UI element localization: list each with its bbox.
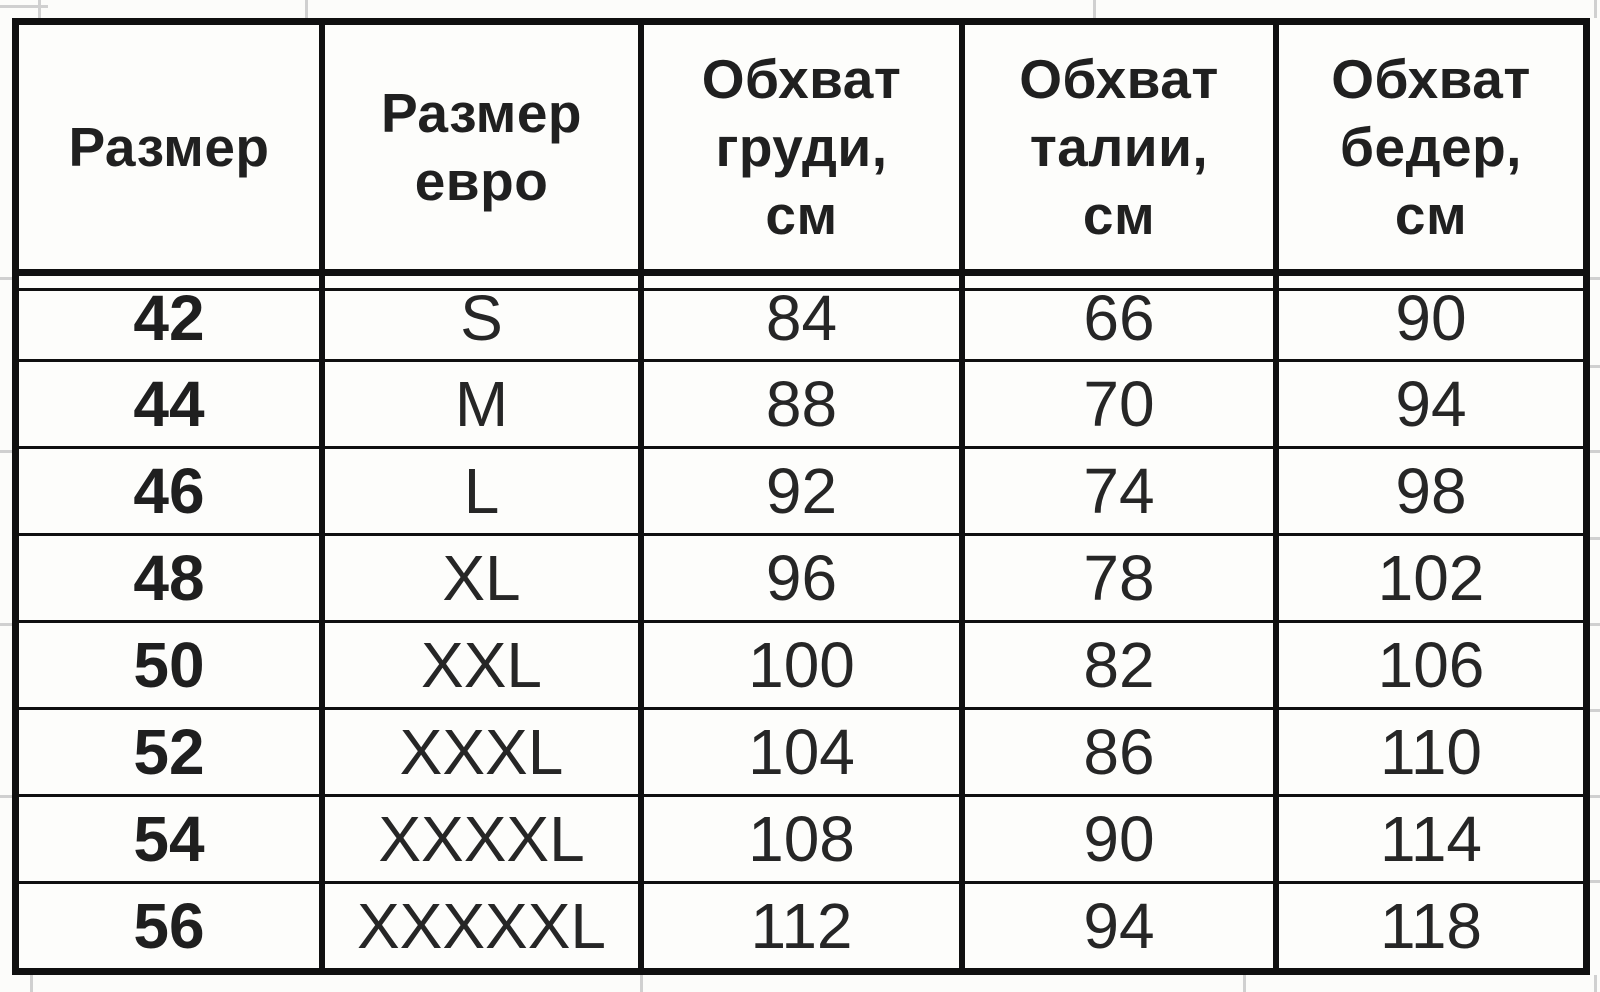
table-row: 42 S 84 66 90 [19, 276, 1583, 360]
cell-size-euro: XXXL [325, 707, 644, 794]
size-chart-table: Размер Размер евро Обхват груди, см Обхв… [12, 18, 1590, 975]
cell-size: 46 [19, 446, 325, 534]
cell-hips: 102 [1279, 533, 1583, 620]
cell-size-euro: S [325, 276, 644, 360]
header-size: Размер [19, 25, 325, 276]
table-row: 44 M 88 70 94 [19, 359, 1583, 447]
cell-size: 54 [19, 794, 325, 881]
gridline-stub [1590, 709, 1600, 712]
gridline-stub [640, 975, 643, 992]
gridline-stub [1590, 277, 1600, 280]
cell-hips: 110 [1279, 707, 1583, 794]
table-row: 46 L 92 74 98 [19, 446, 1583, 534]
cell-size-euro: XXL [325, 620, 644, 708]
cell-size-euro: XXXXL [325, 794, 644, 881]
cell-chest: 92 [644, 446, 965, 534]
gridline-stub [1243, 975, 1246, 992]
gridline-stub [0, 277, 12, 280]
gridline-stub [1594, 0, 1597, 18]
cell-size: 50 [19, 620, 325, 708]
gridline-stub [0, 450, 12, 453]
gridline-stub [1590, 795, 1600, 798]
table-row: 54 XXXXL 108 90 114 [19, 794, 1583, 881]
gridline-stub [1590, 450, 1600, 453]
table-row: 48 XL 96 78 102 [19, 533, 1583, 621]
cell-chest: 88 [644, 359, 965, 447]
cell-size: 42 [19, 276, 325, 360]
cell-chest: 84 [644, 276, 965, 360]
gridline-stub [1590, 880, 1600, 883]
cell-waist: 78 [965, 533, 1279, 621]
cell-chest: 100 [644, 620, 965, 708]
gridline-stub [38, 0, 41, 18]
header-row: Размер Размер евро Обхват груди, см Обхв… [19, 25, 1583, 276]
cell-chest: 112 [644, 880, 965, 968]
cell-waist: 82 [965, 620, 1279, 708]
table-row: 56 XXXXXL 112 94 118 [19, 880, 1583, 968]
gridline-stub [0, 5, 48, 8]
cell-waist: 74 [965, 446, 1279, 534]
gridline-stub [1594, 975, 1597, 992]
header-waist: Обхват талии, см [965, 25, 1279, 276]
gridline-stub [1093, 0, 1096, 18]
cell-size-euro: XXXXXL [325, 880, 644, 968]
cell-size: 44 [19, 359, 325, 447]
cell-hips: 106 [1279, 620, 1583, 707]
header-size-euro: Размер евро [325, 25, 644, 276]
table-body: 42 S 84 66 90 44 M 88 70 94 46 L 92 74 9… [19, 276, 1583, 968]
gridline-stub [0, 623, 12, 626]
cell-waist: 90 [965, 794, 1279, 881]
table-row: 50 XXL 100 82 106 [19, 620, 1583, 708]
gridline-stub [30, 975, 33, 992]
cell-waist: 94 [965, 880, 1279, 968]
gridline-stub [1590, 365, 1600, 368]
cell-waist: 86 [965, 707, 1279, 794]
gridline-stub [1590, 623, 1600, 626]
gridline-stub [305, 0, 308, 18]
table-row: 52 XXXL 104 86 110 [19, 707, 1583, 794]
cell-chest: 108 [644, 794, 965, 881]
gridline-stub [0, 795, 12, 798]
cell-hips: 114 [1279, 794, 1583, 881]
cell-chest: 104 [644, 707, 965, 794]
header-hips: Обхват бедер, см [1279, 25, 1583, 276]
cell-size: 56 [19, 880, 325, 968]
header-chest: Обхват груди, см [644, 25, 965, 276]
header-separator-line [19, 288, 1583, 291]
cell-chest: 96 [644, 533, 965, 621]
cell-waist: 66 [965, 276, 1279, 360]
cell-hips: 90 [1395, 281, 1467, 354]
gridline-stub [1590, 537, 1600, 540]
cell-hips: 94 [1279, 359, 1583, 446]
cell-hips: 118 [1279, 880, 1583, 968]
cell-size: 52 [19, 707, 325, 794]
cell-waist: 70 [965, 359, 1279, 447]
cell-size-euro: M [325, 359, 644, 447]
cell-size-euro: L [325, 446, 644, 534]
cell-size: 48 [19, 533, 325, 621]
cell-size-euro: XL [325, 533, 644, 621]
cell-hips: 98 [1279, 446, 1583, 533]
